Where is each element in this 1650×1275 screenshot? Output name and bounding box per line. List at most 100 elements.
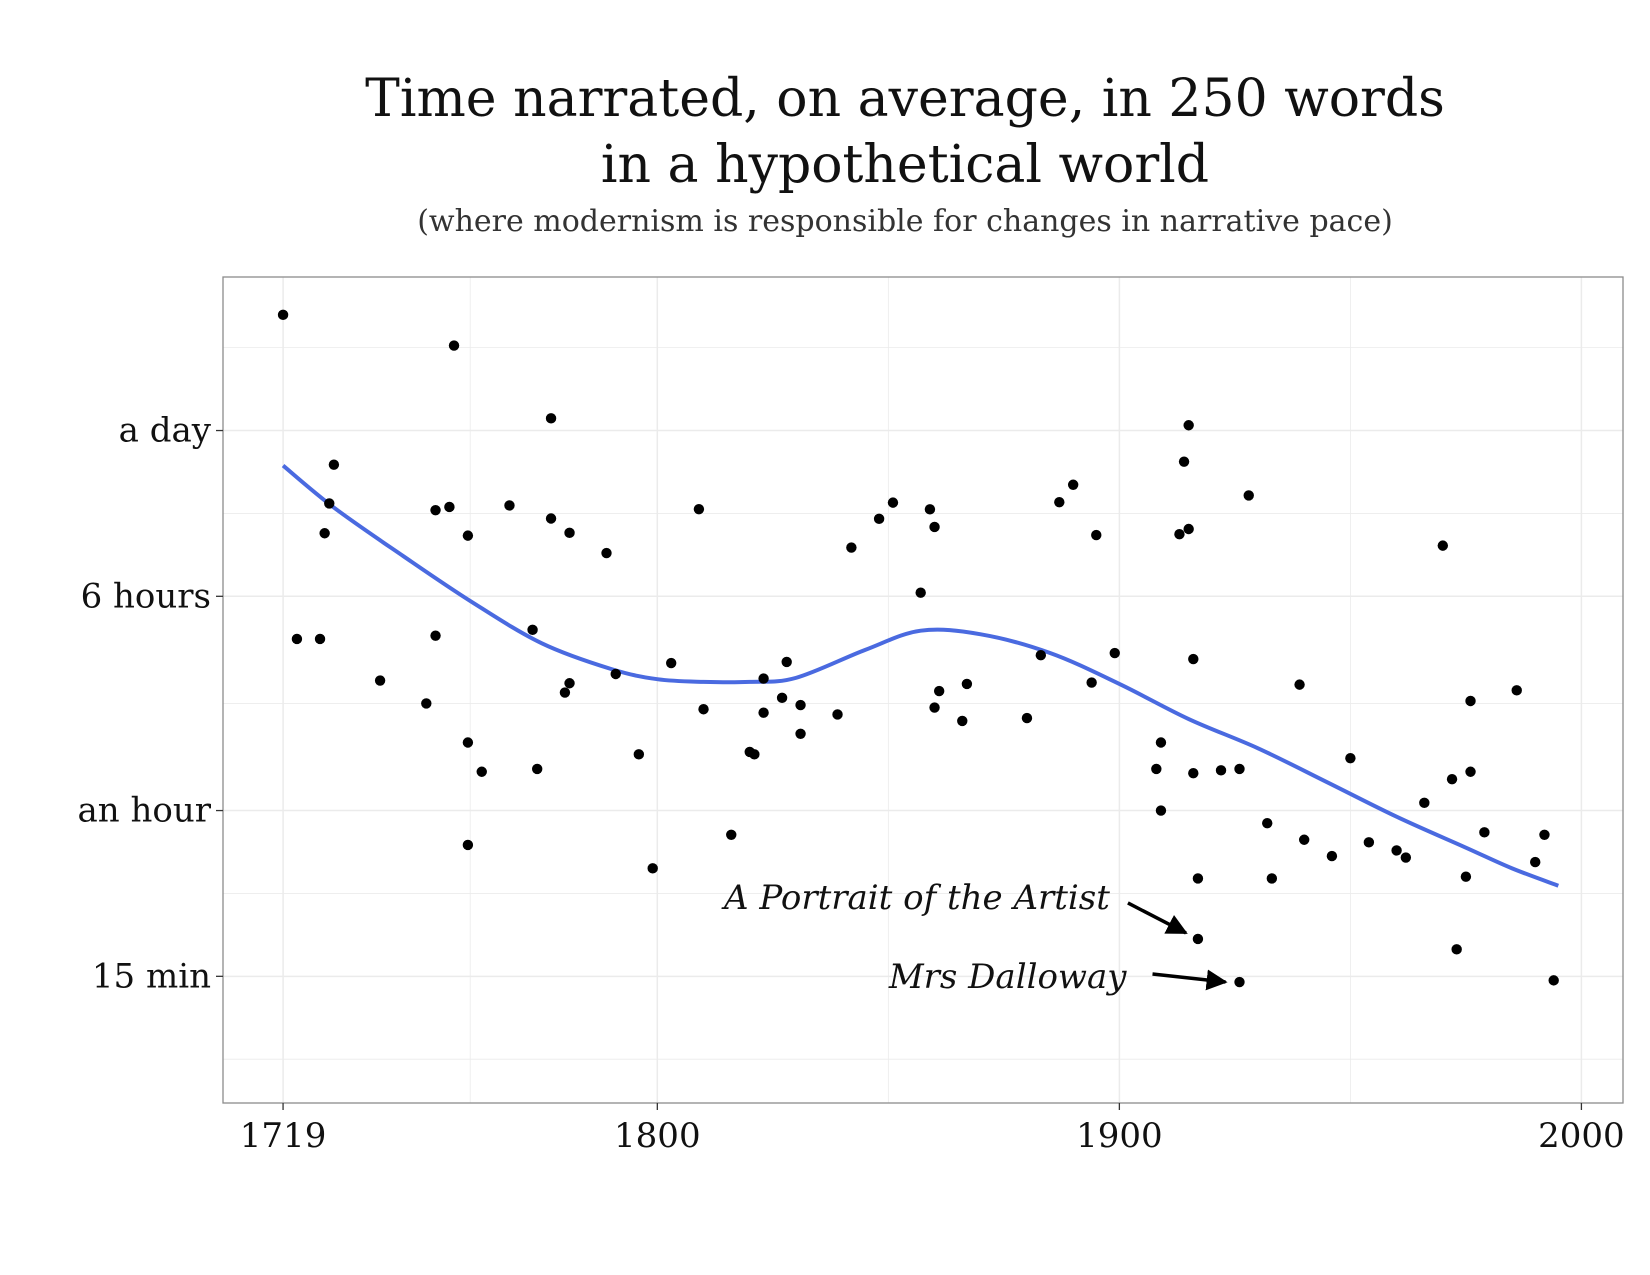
data-point	[448, 340, 460, 351]
data-point	[873, 513, 885, 525]
data-point	[795, 728, 806, 740]
data-point	[846, 542, 857, 553]
data-point	[564, 678, 575, 689]
data-point	[1479, 827, 1490, 838]
data-point	[1530, 856, 1541, 868]
data-point	[1326, 850, 1338, 862]
data-points	[277, 309, 1559, 988]
data-point	[277, 309, 289, 321]
data-point	[1511, 685, 1522, 696]
data-point	[1155, 805, 1167, 816]
data-point	[1460, 871, 1472, 882]
data-point	[601, 547, 612, 559]
data-point	[504, 500, 515, 511]
data-point	[1451, 944, 1462, 955]
data-point	[1437, 540, 1449, 551]
chart-title-line-1: Time narrated, on average, in 250 words	[365, 69, 1445, 129]
data-point	[1091, 529, 1102, 541]
data-point	[374, 675, 386, 686]
y-tick-label: 6 hours	[81, 576, 211, 616]
data-point	[1021, 712, 1033, 724]
data-point	[1400, 852, 1412, 863]
data-point	[476, 766, 487, 777]
data-point	[1298, 834, 1310, 845]
annotation: Mrs Dalloway	[888, 957, 1228, 997]
data-point	[1035, 649, 1047, 661]
data-point	[430, 630, 441, 641]
data-point	[1192, 933, 1204, 945]
data-point	[1188, 653, 1199, 665]
data-point	[545, 413, 557, 424]
data-point	[1067, 479, 1079, 490]
data-point	[832, 709, 843, 720]
data-point	[444, 501, 455, 513]
data-point	[1294, 679, 1305, 690]
data-point	[647, 863, 658, 874]
chart-subtitle: (where modernism is responsible for chan…	[417, 204, 1393, 239]
data-point	[749, 749, 760, 760]
annotation: A Portrait of the Artist	[721, 878, 1188, 935]
data-point	[726, 829, 737, 840]
chart-title-line-2: in a hypothetical world	[600, 135, 1210, 195]
y-tick-label: 15 min	[92, 956, 211, 996]
data-point	[1183, 523, 1194, 535]
data-point	[1192, 873, 1204, 884]
data-point	[291, 633, 303, 645]
data-point	[1539, 829, 1550, 840]
data-point	[924, 504, 936, 515]
annotation-label: Mrs Dalloway	[888, 957, 1127, 997]
x-tick-label: 1900	[1076, 1116, 1163, 1156]
x-tick-label: 1800	[614, 1116, 701, 1156]
data-point	[328, 459, 340, 470]
data-point	[430, 504, 441, 516]
data-point	[795, 699, 806, 711]
data-point	[1548, 975, 1559, 986]
data-point	[1234, 976, 1245, 988]
data-point	[781, 656, 792, 668]
data-point	[698, 704, 709, 715]
data-point	[1465, 766, 1476, 777]
axes: 1719 1800 1900 2000 15 min an hour 6 hours a da…	[78, 411, 1625, 1156]
data-point	[758, 707, 769, 718]
data-point	[1183, 420, 1194, 431]
data-point	[1465, 695, 1476, 707]
data-point	[564, 527, 575, 539]
data-point	[1363, 837, 1375, 848]
data-point	[462, 839, 474, 851]
data-point	[776, 692, 788, 704]
data-point	[915, 587, 926, 598]
data-point	[1086, 677, 1097, 688]
data-point	[1262, 817, 1273, 829]
annotations: A Portrait of the Artist Mrs Dalloway	[721, 878, 1228, 997]
data-point	[1266, 873, 1278, 884]
data-point	[1446, 773, 1458, 785]
y-tick-label: a day	[119, 411, 212, 451]
annotation-arrow	[1152, 969, 1228, 991]
data-point	[527, 624, 538, 636]
data-point	[324, 498, 335, 509]
data-point	[933, 685, 945, 697]
data-point	[1155, 737, 1167, 748]
data-point	[421, 698, 432, 709]
annotation-arrow	[1127, 901, 1188, 935]
data-point	[531, 763, 543, 775]
data-point	[1054, 496, 1065, 508]
annotation-label: A Portrait of the Artist	[721, 878, 1110, 918]
plot-panel-border	[222, 276, 1624, 1104]
data-point	[665, 657, 677, 669]
data-point	[1391, 845, 1402, 856]
data-point	[462, 530, 474, 541]
x-tick-label: 1719	[240, 1116, 327, 1156]
data-point	[1419, 797, 1430, 809]
data-point	[559, 687, 571, 698]
y-tick-label: an hour	[78, 791, 212, 831]
data-point	[1345, 752, 1356, 764]
data-point	[1174, 529, 1185, 540]
data-point	[961, 678, 973, 690]
data-point	[633, 749, 645, 760]
data-point	[610, 668, 621, 680]
data-point	[887, 497, 899, 508]
data-point	[693, 503, 705, 515]
data-point	[1188, 768, 1199, 779]
